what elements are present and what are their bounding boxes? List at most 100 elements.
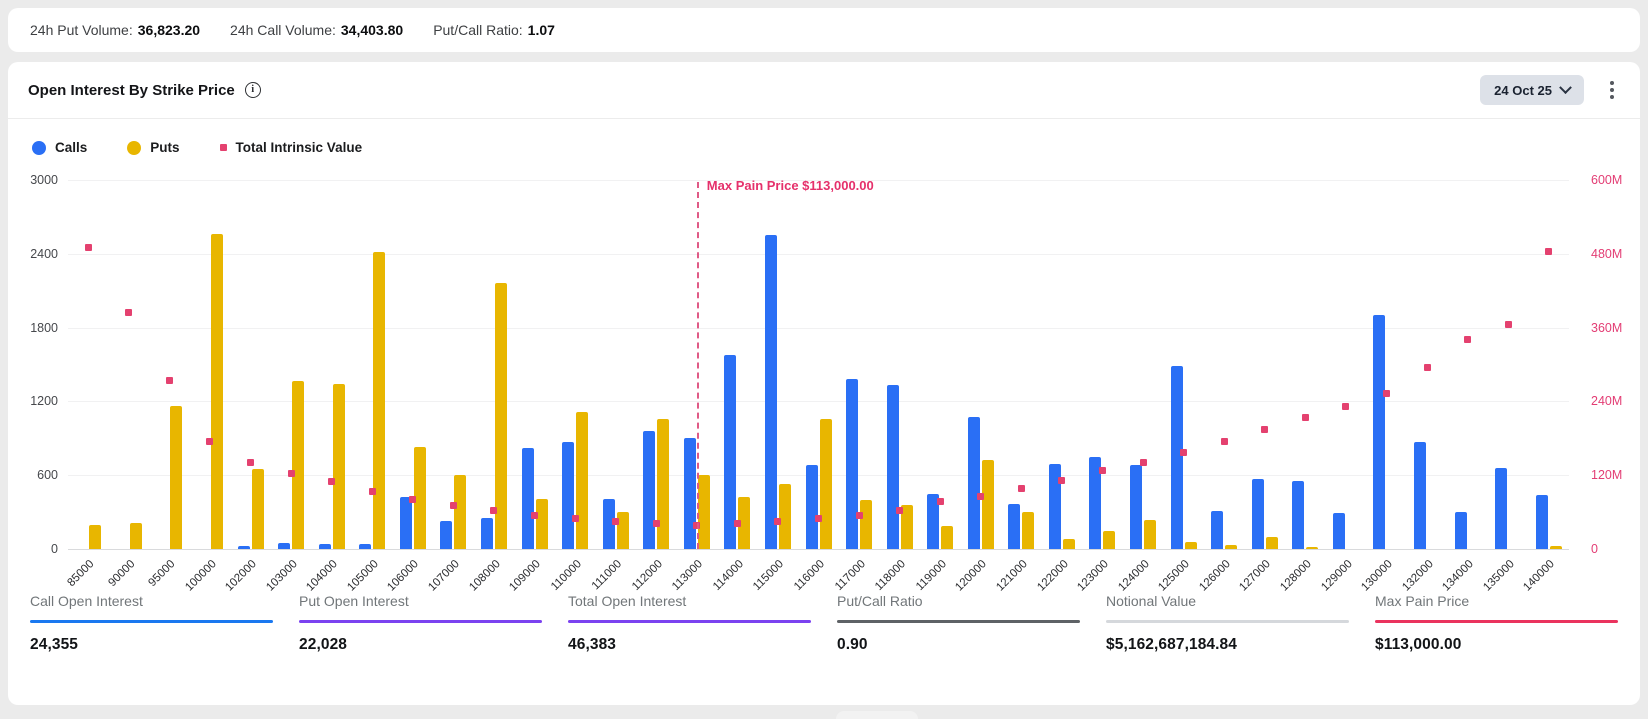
calls-bar-102000[interactable] xyxy=(238,546,250,549)
intrinsic-value-point-140000[interactable] xyxy=(1545,248,1552,255)
calls-bar-127000[interactable] xyxy=(1252,479,1264,549)
calls-bar-135000[interactable] xyxy=(1495,468,1507,549)
puts-bar-140000[interactable] xyxy=(1550,546,1562,549)
calls-bar-103000[interactable] xyxy=(278,543,290,549)
puts-bar-110000[interactable] xyxy=(576,412,588,549)
intrinsic-value-point-130000[interactable] xyxy=(1383,390,1390,397)
puts-bar-115000[interactable] xyxy=(779,484,791,549)
intrinsic-value-point-135000[interactable] xyxy=(1505,321,1512,328)
legend-item-total-intrinsic-value[interactable]: Total Intrinsic Value xyxy=(220,140,363,155)
puts-bar-121000[interactable] xyxy=(1022,512,1034,549)
intrinsic-value-point-111000[interactable] xyxy=(612,518,619,525)
intrinsic-value-point-102000[interactable] xyxy=(247,459,254,466)
puts-bar-128000[interactable] xyxy=(1306,547,1318,549)
puts-bar-116000[interactable] xyxy=(820,419,832,549)
puts-bar-85000[interactable] xyxy=(89,525,101,549)
puts-bar-102000[interactable] xyxy=(252,469,264,549)
puts-bar-112000[interactable] xyxy=(657,419,669,549)
puts-bar-117000[interactable] xyxy=(860,500,872,549)
puts-bar-113000[interactable] xyxy=(698,475,710,549)
calls-bar-116000[interactable] xyxy=(806,465,818,549)
calls-bar-130000[interactable] xyxy=(1373,315,1385,549)
intrinsic-value-point-116000[interactable] xyxy=(815,515,822,522)
intrinsic-value-point-117000[interactable] xyxy=(856,512,863,519)
puts-bar-125000[interactable] xyxy=(1185,542,1197,549)
calls-bar-112000[interactable] xyxy=(643,431,655,549)
intrinsic-value-point-114000[interactable] xyxy=(734,520,741,527)
intrinsic-value-point-103000[interactable] xyxy=(288,470,295,477)
calls-bar-117000[interactable] xyxy=(846,379,858,549)
intrinsic-value-point-129000[interactable] xyxy=(1342,403,1349,410)
puts-bar-119000[interactable] xyxy=(941,526,953,549)
x-axis-tick-119000: 119000 xyxy=(914,558,949,593)
puts-bar-95000[interactable] xyxy=(170,406,182,549)
puts-bar-105000[interactable] xyxy=(373,252,385,549)
intrinsic-value-point-121000[interactable] xyxy=(1018,485,1025,492)
calls-bar-120000[interactable] xyxy=(968,417,980,549)
intrinsic-value-point-115000[interactable] xyxy=(774,518,781,525)
calls-bar-113000[interactable] xyxy=(684,438,696,549)
puts-bar-120000[interactable] xyxy=(982,460,994,549)
calls-bar-125000[interactable] xyxy=(1171,366,1183,549)
puts-bar-104000[interactable] xyxy=(333,384,345,549)
intrinsic-value-point-106000[interactable] xyxy=(409,496,416,503)
calls-bar-128000[interactable] xyxy=(1292,481,1304,549)
puts-bar-109000[interactable] xyxy=(536,499,548,549)
calls-bar-104000[interactable] xyxy=(319,544,331,549)
calls-bar-109000[interactable] xyxy=(522,448,534,549)
puts-bar-127000[interactable] xyxy=(1266,537,1278,549)
calls-bar-107000[interactable] xyxy=(440,521,452,549)
puts-bar-122000[interactable] xyxy=(1063,539,1075,549)
calls-bar-110000[interactable] xyxy=(562,442,574,549)
intrinsic-value-point-109000[interactable] xyxy=(531,512,538,519)
puts-bar-124000[interactable] xyxy=(1144,520,1156,549)
intrinsic-value-point-104000[interactable] xyxy=(328,478,335,485)
puts-bar-126000[interactable] xyxy=(1225,545,1237,549)
calls-bar-124000[interactable] xyxy=(1130,465,1142,549)
calls-bar-140000[interactable] xyxy=(1536,495,1548,549)
intrinsic-value-point-124000[interactable] xyxy=(1140,459,1147,466)
intrinsic-value-point-100000[interactable] xyxy=(206,438,213,445)
intrinsic-value-point-85000[interactable] xyxy=(85,244,92,251)
expiry-date-dropdown[interactable]: 24 Oct 25 xyxy=(1480,75,1584,105)
intrinsic-value-point-119000[interactable] xyxy=(937,498,944,505)
calls-bar-132000[interactable] xyxy=(1414,442,1426,549)
calls-bar-105000[interactable] xyxy=(359,544,371,549)
calls-bar-126000[interactable] xyxy=(1211,511,1223,549)
legend-item-puts[interactable]: Puts xyxy=(127,140,179,155)
intrinsic-value-point-128000[interactable] xyxy=(1302,414,1309,421)
intrinsic-value-point-120000[interactable] xyxy=(977,493,984,500)
intrinsic-value-point-112000[interactable] xyxy=(653,520,660,527)
calls-bar-118000[interactable] xyxy=(887,385,899,549)
calls-bar-134000[interactable] xyxy=(1455,512,1467,549)
intrinsic-value-point-123000[interactable] xyxy=(1099,467,1106,474)
intrinsic-value-point-95000[interactable] xyxy=(166,377,173,384)
intrinsic-value-point-127000[interactable] xyxy=(1261,426,1268,433)
horizontal-scrollbar-thumb[interactable] xyxy=(836,711,918,719)
x-axis-tick-129000: 129000 xyxy=(1319,558,1355,594)
calls-bar-108000[interactable] xyxy=(481,518,493,549)
info-icon[interactable] xyxy=(245,82,261,98)
intrinsic-value-point-132000[interactable] xyxy=(1424,364,1431,371)
intrinsic-value-point-90000[interactable] xyxy=(125,309,132,316)
puts-bar-107000[interactable] xyxy=(454,475,466,549)
intrinsic-value-point-110000[interactable] xyxy=(572,515,579,522)
intrinsic-value-point-134000[interactable] xyxy=(1464,336,1471,343)
intrinsic-value-point-108000[interactable] xyxy=(490,507,497,514)
calls-bar-121000[interactable] xyxy=(1008,504,1020,550)
intrinsic-value-point-125000[interactable] xyxy=(1180,449,1187,456)
legend-item-calls[interactable]: Calls xyxy=(32,140,87,155)
puts-bar-103000[interactable] xyxy=(292,381,304,550)
puts-bar-100000[interactable] xyxy=(211,234,223,549)
puts-bar-90000[interactable] xyxy=(130,523,142,549)
puts-bar-123000[interactable] xyxy=(1103,531,1115,549)
calls-bar-115000[interactable] xyxy=(765,235,777,549)
intrinsic-value-point-118000[interactable] xyxy=(896,507,903,514)
calls-bar-106000[interactable] xyxy=(400,497,412,549)
more-options-button[interactable] xyxy=(1604,77,1620,103)
intrinsic-value-point-126000[interactable] xyxy=(1221,438,1228,445)
intrinsic-value-point-105000[interactable] xyxy=(369,488,376,495)
intrinsic-value-point-122000[interactable] xyxy=(1058,477,1065,484)
intrinsic-value-point-107000[interactable] xyxy=(450,502,457,509)
calls-bar-129000[interactable] xyxy=(1333,513,1345,549)
